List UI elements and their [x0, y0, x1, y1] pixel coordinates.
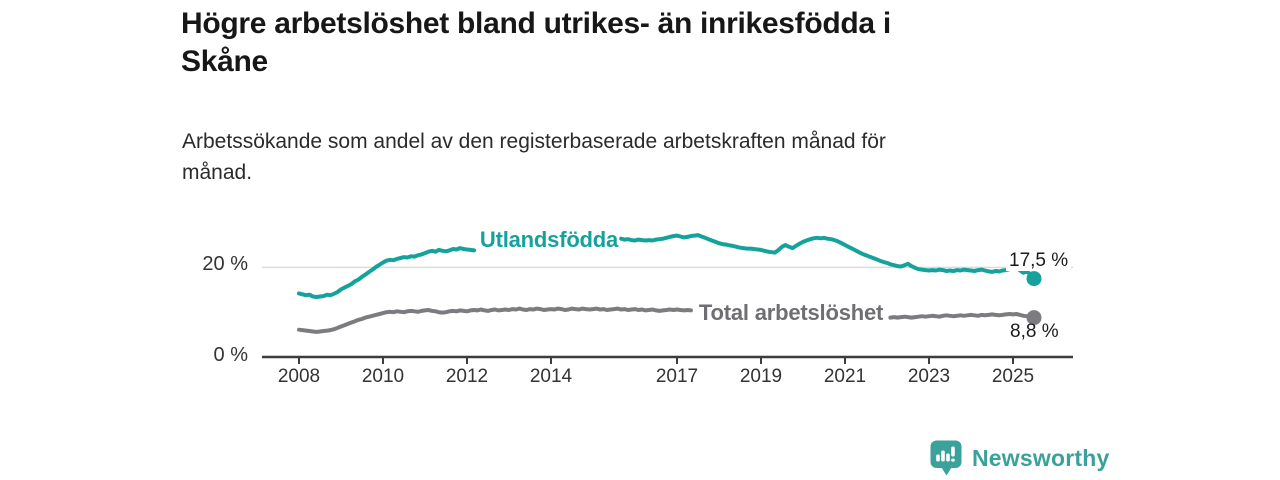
series-end-dot-0 [1026, 271, 1042, 287]
x-tick-label-2014: 2014 [529, 366, 573, 387]
series-line-1-segment-1 [888, 312, 1036, 320]
title-line-2: Skåne [181, 45, 268, 78]
x-tick-label-2017: 2017 [655, 366, 699, 387]
x-tick-label-2019: 2019 [739, 366, 783, 387]
x-tick-label-2010: 2010 [361, 366, 405, 387]
subtitle-line-2: månad. [182, 161, 253, 184]
series-line-1-segment-0 [297, 306, 693, 334]
series-line-0-segment-0 [297, 246, 477, 299]
x-tick-label-2021: 2021 [823, 366, 867, 387]
series-end-dot-1 [1026, 310, 1042, 326]
title-line-1: Högre arbetslöshet bland utrikes- än inr… [181, 7, 891, 40]
y-tick-label-20: 20 % [202, 253, 248, 275]
newsworthy-brand-text: Newsworthy [972, 445, 1110, 471]
series-label-utlandsfodda: Utlandsfödda [479, 227, 619, 252]
newsworthy-logo-icon [930, 440, 962, 476]
series-label-total-arbetsloshet: Total arbetslöshet [698, 300, 884, 325]
chart-subtitle: Arbetssökande som andel av den registerb… [182, 126, 886, 188]
newsworthy-logo: Newsworthy [930, 440, 1109, 477]
end-value-label-total-arbetsloshet: 8,8 % [1010, 321, 1059, 342]
series-line-0-segment-1 [619, 233, 1036, 281]
y-tick-label-0: 0 % [213, 344, 248, 366]
x-tick-label-2012: 2012 [445, 366, 489, 387]
x-tick-label-2008: 2008 [277, 366, 321, 387]
end-value-label-utlandsfodda: 17,5 % [1006, 250, 1072, 271]
subtitle-line-1: Arbetssökande som andel av den registerb… [182, 130, 886, 153]
x-tick-label-2025: 2025 [991, 366, 1035, 387]
page-title: Högre arbetslöshet bland utrikes- än inr… [181, 5, 891, 81]
x-tick-label-2023: 2023 [907, 366, 951, 387]
